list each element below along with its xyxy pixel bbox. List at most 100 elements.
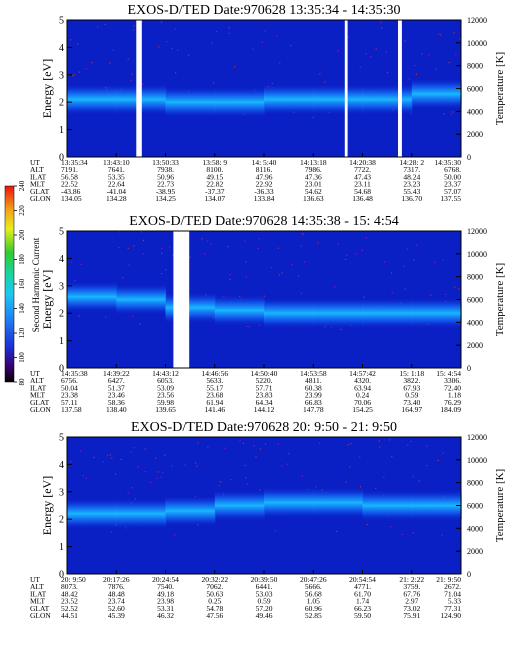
table-cell: 61.70 [354, 589, 371, 598]
noise-speck [276, 35, 278, 37]
table-cell: 4320. [354, 376, 371, 385]
colorbar-tick-label: 120 [18, 327, 26, 338]
table-cell: 56.58 [61, 172, 78, 181]
noise-speck [107, 454, 109, 456]
noise-speck [385, 51, 387, 53]
y2-tick-label: 2000 [467, 130, 483, 139]
table-cell: 44.51 [61, 611, 78, 620]
noise-speck [188, 54, 190, 56]
y-tick-label: 0 [59, 570, 64, 581]
table-cell: 57.11 [61, 398, 78, 407]
noise-speck [391, 456, 393, 458]
noise-speck [380, 21, 382, 23]
noise-speck [279, 62, 281, 64]
noise-speck [177, 49, 179, 51]
noise-speck [196, 465, 198, 467]
noise-speck [161, 273, 163, 275]
noise-speck [229, 278, 231, 280]
table-cell: 13:43:10 [103, 158, 130, 167]
table-cell: 0.59 [257, 597, 270, 606]
table-cell: 59.50 [354, 611, 371, 620]
noise-speck [162, 471, 164, 473]
noise-speck [366, 523, 368, 526]
noise-speck [337, 50, 339, 52]
panel-title: EXOS-D/TED Date:970628 14:35:38 - 15: 4:… [129, 214, 398, 229]
table-cell: 23.99 [305, 391, 322, 400]
table-cell: 15: 1:18 [399, 369, 424, 378]
noise-speck [259, 489, 261, 491]
table-cell: 66.83 [305, 398, 322, 407]
noise-speck [312, 116, 314, 119]
y2-tick-label: 8000 [467, 479, 483, 488]
noise-speck [315, 486, 317, 488]
table-cell: 23.52 [61, 597, 78, 606]
noise-speck [210, 243, 212, 245]
noise-speck [128, 264, 130, 266]
table-cell: 144.12 [254, 405, 275, 414]
band-segment [411, 490, 462, 521]
table-cell: 14:50:40 [251, 369, 278, 378]
noise-speck [414, 64, 416, 67]
y-tick-label: 1 [59, 542, 64, 553]
table-cell: 23.01 [305, 180, 322, 189]
table-cell: 73.02 [403, 604, 420, 613]
noise-speck [407, 444, 409, 446]
table-cell: 22.73 [157, 180, 174, 189]
colorbar-tick-label: 240 [18, 180, 26, 191]
y2-tick-label: 0 [467, 570, 471, 579]
colorbar-tick-label: 180 [18, 254, 26, 265]
noise-speck [74, 280, 76, 282]
band-segment [67, 84, 117, 115]
table-row-label: ALT [30, 582, 44, 591]
noise-speck [278, 274, 280, 276]
noise-speck [131, 487, 133, 489]
table-cell: 59.98 [157, 398, 174, 407]
band-segment [362, 490, 413, 521]
noise-speck [104, 23, 106, 25]
y-tick-label: 1 [59, 125, 64, 136]
table-cell: 23.11 [354, 180, 371, 189]
noise-speck [390, 526, 392, 528]
noise-speck [421, 53, 423, 55]
noise-speck [301, 475, 303, 477]
table-cell: 139.65 [155, 405, 176, 414]
y-axis-label: Energy [eV] [40, 476, 54, 535]
table-cell: 53.03 [256, 589, 273, 598]
y2-tick-label: 4000 [467, 318, 483, 327]
y2-tick-label: 6000 [467, 85, 483, 94]
noise-speck [160, 21, 163, 23]
y-tick-label: 2 [59, 515, 64, 526]
noise-speck [277, 443, 279, 445]
spectrogram-panel-1: EXOS-D/TED Date:970628 13:35:34 - 14:35:… [30, 3, 505, 203]
noise-speck [261, 41, 263, 44]
noise-speck [286, 463, 288, 465]
noise-speck [426, 464, 428, 467]
table-cell: 49.46 [256, 611, 273, 620]
noise-speck [300, 245, 302, 247]
table-cell: 75.91 [403, 611, 420, 620]
table-cell: 164.97 [401, 405, 422, 414]
noise-speck [274, 530, 276, 532]
noise-speck [252, 48, 254, 50]
noise-speck [93, 456, 95, 458]
y-tick-label: 5 [59, 16, 64, 27]
noise-speck [127, 58, 129, 60]
noise-speck [412, 532, 414, 534]
band-segment [165, 495, 216, 526]
table-cell: 2.97 [405, 597, 418, 606]
table-cell: 8116. [256, 165, 273, 174]
noise-speck [246, 483, 248, 485]
noise-speck [253, 445, 255, 447]
noise-speck [149, 481, 152, 484]
noise-speck [110, 531, 112, 533]
noise-speck [73, 73, 76, 76]
y-tick-label: 4 [59, 254, 64, 265]
table-cell: 7540. [157, 582, 174, 591]
noise-speck [334, 286, 336, 288]
noise-speck [109, 62, 111, 64]
table-cell: 50.96 [157, 172, 174, 181]
noise-speck [361, 249, 363, 251]
noise-speck [91, 61, 93, 64]
noise-speck [383, 261, 386, 263]
